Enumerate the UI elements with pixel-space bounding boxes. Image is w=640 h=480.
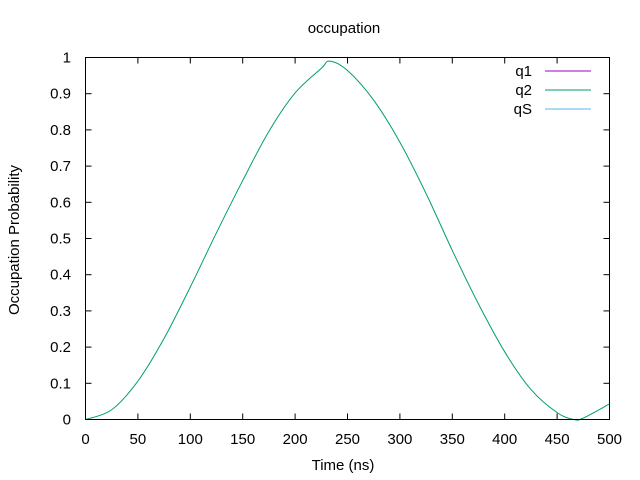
x-axis-title: Time (ns)	[312, 457, 375, 474]
x-tick-label: 300	[387, 431, 412, 448]
x-tick-label: 0	[81, 431, 89, 448]
y-tick-label: 0.7	[50, 158, 71, 175]
x-tick-label: 450	[545, 431, 570, 448]
y-tick-label: 0.5	[50, 231, 71, 248]
legend-label-q1: q1	[515, 63, 532, 80]
y-tick-label: 0.8	[50, 122, 71, 139]
y-tick-label: 0.9	[50, 86, 71, 103]
y-tick-label: 0.2	[50, 339, 71, 356]
y-tick-label: 0	[63, 412, 71, 429]
y-tick-label: 0.3	[50, 303, 71, 320]
x-tick-label: 100	[178, 431, 203, 448]
x-tick-label: 250	[335, 431, 360, 448]
legend-label-q2: q2	[515, 82, 532, 99]
x-tick-label: 200	[283, 431, 308, 448]
x-tick-label: 150	[230, 431, 255, 448]
y-tick-label: 1	[63, 50, 71, 67]
y-tick-label: 0.4	[50, 267, 71, 284]
series-line-q2	[85, 60, 610, 421]
y-tick-label: 0.6	[50, 194, 71, 211]
x-tick-label: 400	[492, 431, 517, 448]
chart-title: occupation	[308, 20, 381, 37]
x-tick-label: 500	[597, 431, 622, 448]
x-tick-label: 350	[440, 431, 465, 448]
plot-frame	[85, 57, 610, 420]
y-tick-label: 0.1	[50, 375, 71, 392]
y-axis-title: Occupation Probability	[6, 164, 23, 315]
legend-label-qs: qS	[514, 101, 532, 118]
axis-ticks: 0 50 100 150 200 250 300 350 400 450 500 0 0.1 0.2 0.3…	[50, 50, 622, 449]
legend: q1 q2 qS	[514, 63, 591, 118]
x-tick-label: 50	[130, 431, 147, 448]
